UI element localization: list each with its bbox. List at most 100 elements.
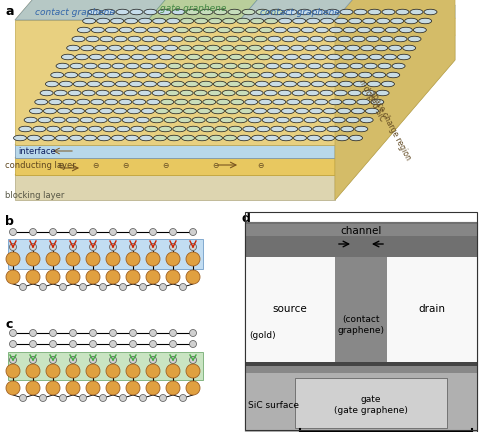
Circle shape	[186, 270, 200, 284]
Ellipse shape	[212, 36, 225, 42]
Ellipse shape	[275, 72, 288, 78]
Ellipse shape	[240, 36, 253, 42]
Ellipse shape	[301, 27, 314, 33]
Circle shape	[146, 270, 160, 284]
Ellipse shape	[336, 135, 348, 141]
Polygon shape	[15, 0, 268, 20]
Ellipse shape	[269, 81, 282, 87]
Circle shape	[169, 244, 177, 251]
Ellipse shape	[265, 135, 278, 141]
Circle shape	[86, 252, 100, 266]
Ellipse shape	[168, 135, 180, 141]
Ellipse shape	[351, 108, 364, 114]
Ellipse shape	[154, 63, 167, 69]
Circle shape	[49, 229, 57, 235]
Text: blocking layer: blocking layer	[5, 191, 64, 200]
Ellipse shape	[105, 27, 119, 33]
Ellipse shape	[216, 54, 228, 60]
Ellipse shape	[178, 117, 191, 123]
Ellipse shape	[157, 81, 170, 87]
Ellipse shape	[111, 18, 124, 24]
Circle shape	[159, 283, 167, 290]
Bar	[245, 370, 477, 373]
Circle shape	[29, 356, 36, 363]
Ellipse shape	[13, 135, 26, 141]
Polygon shape	[15, 20, 335, 145]
Circle shape	[99, 283, 107, 290]
Ellipse shape	[240, 108, 252, 114]
Text: gate
(gate graphene): gate (gate graphene)	[334, 395, 408, 415]
Text: a: a	[5, 5, 13, 18]
Text: c: c	[5, 318, 12, 331]
Ellipse shape	[132, 54, 144, 60]
Ellipse shape	[234, 117, 247, 123]
Ellipse shape	[208, 90, 221, 96]
Circle shape	[106, 381, 120, 395]
Ellipse shape	[231, 27, 244, 33]
Ellipse shape	[375, 45, 388, 51]
Ellipse shape	[167, 18, 180, 24]
Ellipse shape	[56, 135, 69, 141]
Ellipse shape	[249, 45, 262, 51]
Ellipse shape	[103, 126, 116, 132]
Circle shape	[130, 330, 136, 337]
Ellipse shape	[150, 117, 163, 123]
Ellipse shape	[320, 90, 333, 96]
Ellipse shape	[159, 54, 172, 60]
Ellipse shape	[259, 27, 272, 33]
Circle shape	[140, 394, 146, 401]
Ellipse shape	[387, 72, 400, 78]
Ellipse shape	[204, 27, 216, 33]
Ellipse shape	[147, 27, 160, 33]
Circle shape	[169, 340, 177, 347]
Text: ⊖: ⊖	[122, 162, 128, 171]
Polygon shape	[335, 0, 455, 200]
Ellipse shape	[366, 36, 379, 42]
Circle shape	[109, 244, 117, 251]
Ellipse shape	[120, 27, 132, 33]
Ellipse shape	[296, 108, 309, 114]
Circle shape	[6, 381, 20, 395]
Ellipse shape	[206, 117, 219, 123]
Ellipse shape	[95, 45, 108, 51]
Ellipse shape	[243, 54, 256, 60]
Ellipse shape	[326, 9, 339, 15]
Ellipse shape	[271, 126, 284, 132]
Ellipse shape	[144, 81, 156, 87]
Text: interface: interface	[18, 146, 56, 156]
Ellipse shape	[179, 45, 192, 51]
Ellipse shape	[102, 9, 115, 15]
Ellipse shape	[247, 72, 260, 78]
Polygon shape	[335, 5, 455, 158]
Ellipse shape	[363, 18, 376, 24]
Ellipse shape	[252, 135, 264, 141]
Ellipse shape	[252, 63, 265, 69]
Ellipse shape	[364, 63, 377, 69]
Circle shape	[130, 356, 136, 363]
Circle shape	[106, 270, 120, 284]
Ellipse shape	[228, 9, 241, 15]
Ellipse shape	[111, 135, 124, 141]
Text: (gold): (gold)	[250, 331, 276, 340]
Circle shape	[10, 244, 16, 251]
Text: n-doped SiC: n-doped SiC	[357, 77, 386, 123]
Polygon shape	[148, 0, 360, 20]
Ellipse shape	[29, 108, 42, 114]
Ellipse shape	[44, 108, 57, 114]
Ellipse shape	[101, 81, 114, 87]
Ellipse shape	[389, 45, 402, 51]
Ellipse shape	[94, 117, 107, 123]
Circle shape	[29, 340, 36, 347]
Ellipse shape	[355, 126, 368, 132]
Ellipse shape	[133, 99, 146, 105]
Ellipse shape	[327, 54, 340, 60]
Ellipse shape	[382, 81, 395, 87]
Ellipse shape	[279, 18, 292, 24]
Ellipse shape	[357, 99, 370, 105]
Ellipse shape	[251, 18, 264, 24]
Ellipse shape	[154, 135, 167, 141]
Bar	[387, 257, 477, 362]
Ellipse shape	[229, 54, 242, 60]
Ellipse shape	[368, 9, 381, 15]
Polygon shape	[15, 145, 335, 158]
